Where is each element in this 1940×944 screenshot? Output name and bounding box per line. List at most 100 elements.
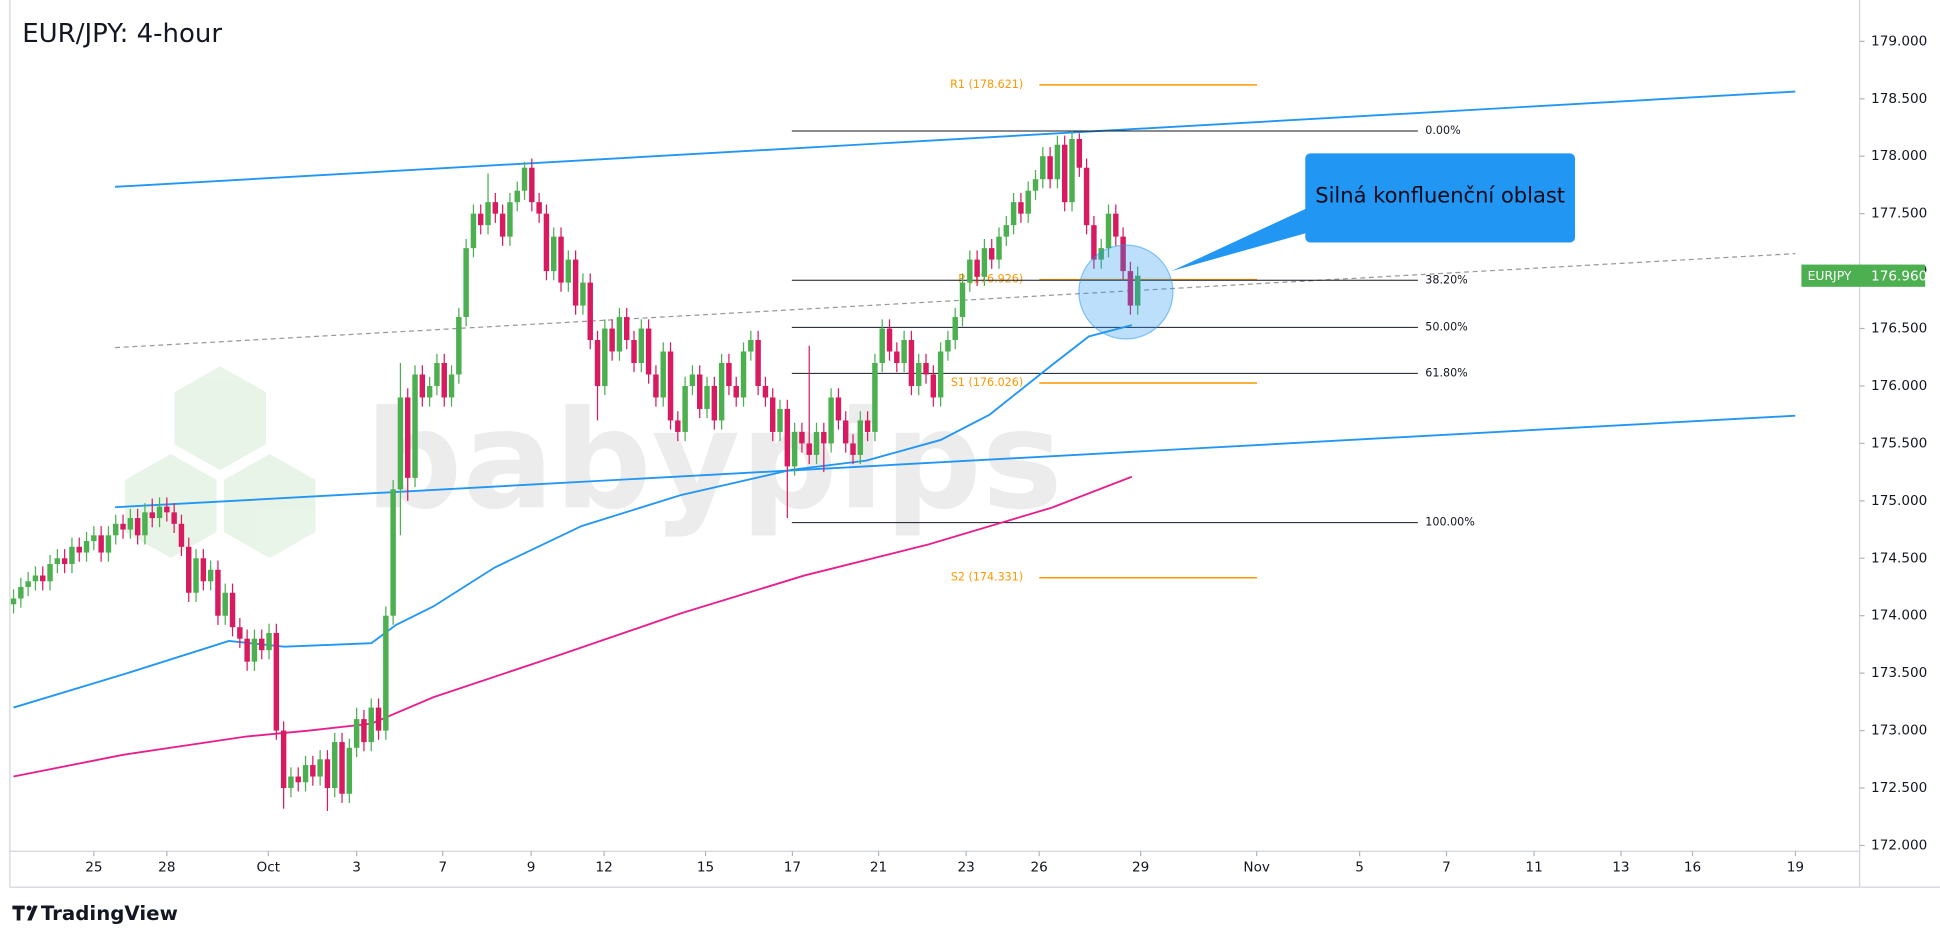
candle-body	[83, 541, 90, 553]
candle-body	[244, 638, 250, 662]
candle-body	[1076, 138, 1083, 168]
candle-body	[1010, 202, 1017, 226]
candle-body	[624, 317, 630, 341]
brand-logo	[12, 905, 38, 921]
candle-body	[142, 512, 148, 536]
candles	[10, 130, 1141, 812]
moving-average	[13, 324, 1133, 709]
candle-body	[127, 518, 134, 530]
candle-body	[40, 575, 46, 582]
candle-body	[1069, 138, 1075, 203]
x-tick-label: 26	[1031, 859, 1048, 875]
candle-body	[215, 569, 221, 616]
candle-body	[288, 776, 294, 789]
candle-body	[1134, 275, 1141, 306]
candle-body	[222, 592, 228, 616]
candle-body	[1025, 190, 1031, 214]
candle-body	[996, 236, 1002, 260]
candle-body	[558, 236, 564, 283]
candle-body	[959, 282, 966, 318]
x-tick-label: 28	[158, 859, 175, 875]
candle-body	[682, 385, 688, 432]
candle-body	[76, 546, 82, 553]
candle-body	[1098, 248, 1104, 260]
candle-body	[317, 759, 323, 777]
y-tick-label: 179.000	[1871, 33, 1927, 49]
candle-body	[134, 518, 141, 536]
x-tick-label: 12	[595, 859, 612, 875]
fib-label: 0.00%	[1425, 124, 1460, 137]
candle-body	[1105, 213, 1112, 249]
candle-body	[821, 431, 827, 444]
y-tick-label: 172.500	[1871, 780, 1927, 796]
x-tick-label: 3	[352, 859, 361, 875]
candle-body	[1061, 144, 1068, 203]
candle-body	[302, 765, 309, 783]
candle-body	[733, 385, 739, 398]
fib-label: 100.00%	[1425, 516, 1475, 529]
pivot-label: S2 (174.331)	[951, 571, 1023, 584]
candle-body	[886, 328, 893, 352]
candle-body	[478, 213, 484, 226]
callout-box	[1305, 153, 1576, 243]
candle-body	[361, 719, 367, 743]
candle-body	[937, 351, 944, 398]
candle-body	[616, 317, 623, 352]
candle-body	[551, 236, 557, 272]
candle-body	[295, 776, 301, 783]
candle-body	[368, 707, 374, 743]
candle-body	[631, 340, 637, 363]
watermark-logo	[124, 366, 316, 558]
x-tick-label: 23	[958, 859, 975, 875]
y-tick-label: 177.500	[1871, 206, 1927, 222]
candle-body	[149, 512, 155, 519]
candle-body	[704, 385, 710, 409]
x-tick-label: Nov	[1243, 859, 1270, 875]
x-tick-label: 11	[1525, 859, 1542, 875]
candle-body	[645, 328, 652, 375]
candle-body	[981, 248, 988, 277]
candle-body	[726, 362, 732, 386]
candle-body	[609, 328, 615, 352]
candle-body	[186, 546, 192, 593]
candle-body	[280, 730, 287, 789]
candle-body	[178, 523, 185, 547]
pivot-label: R1 (178.621)	[950, 78, 1023, 91]
candle-body	[492, 202, 499, 214]
candle-body	[842, 420, 849, 444]
candle-body	[346, 747, 353, 794]
candle-body	[499, 213, 506, 237]
candle-body	[602, 328, 608, 386]
candle-body	[872, 362, 878, 432]
candle-body	[813, 431, 820, 455]
candle-body	[543, 213, 550, 272]
y-tick-label: 174.000	[1871, 608, 1927, 624]
candle-body	[273, 632, 280, 731]
candle-body	[864, 420, 871, 432]
candle-body	[10, 598, 17, 605]
candle-body	[266, 632, 272, 651]
candle-body	[565, 259, 572, 283]
candle-body	[164, 506, 170, 513]
candle-body	[332, 742, 338, 789]
candle-body	[536, 202, 542, 214]
candle-body	[47, 564, 53, 582]
candle-body	[61, 558, 68, 565]
candle-body	[113, 523, 119, 536]
x-tick-label: 29	[1132, 859, 1149, 875]
candle-body	[207, 569, 214, 582]
candle-body	[310, 765, 316, 777]
candle-body	[390, 489, 396, 616]
x-tick-label: 19	[1787, 859, 1804, 875]
candle-body	[1040, 156, 1046, 180]
candle-body	[200, 558, 207, 582]
candle-body	[514, 190, 520, 203]
candle-body	[156, 506, 163, 519]
candle-body	[945, 340, 951, 352]
y-tick-label: 175.000	[1871, 493, 1927, 509]
chart-title: EUR/JPY: 4-hour	[22, 19, 222, 49]
candle-body	[1003, 225, 1010, 237]
